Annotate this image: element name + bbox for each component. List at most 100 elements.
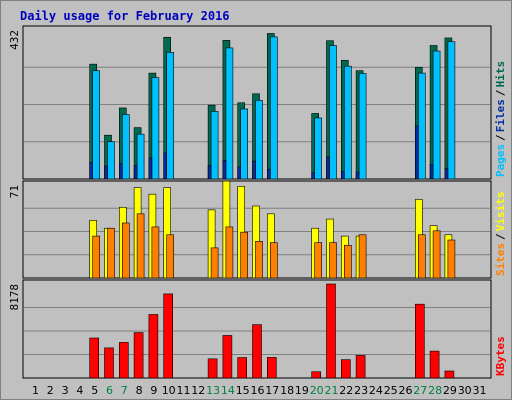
bar-sites	[136, 213, 145, 279]
day-label: 5	[91, 384, 98, 397]
bar-kbytes	[326, 283, 336, 379]
day-label: 10	[162, 384, 176, 397]
bar-pages	[252, 160, 256, 180]
day-label: 19	[295, 384, 309, 397]
series-side-label: Sites	[494, 243, 507, 276]
day-label: 11	[177, 384, 191, 397]
bar-sites	[92, 235, 100, 279]
axis-max-label: 8178	[8, 284, 21, 311]
day-label: 25	[384, 384, 398, 397]
bar-files	[240, 108, 248, 180]
bar-pages	[414, 125, 419, 180]
bar-sites	[314, 242, 323, 279]
bar-files	[432, 50, 441, 180]
series-side-label: KBytes	[494, 336, 507, 376]
day-label: 15	[236, 384, 250, 397]
bar-sites	[269, 242, 278, 279]
bar-pages	[104, 165, 108, 180]
bar-kbytes	[429, 350, 440, 379]
day-label: 30	[458, 384, 472, 397]
bar-pages	[133, 165, 138, 180]
day-label: 28	[428, 384, 442, 397]
day-label: 29	[443, 384, 457, 397]
bar-pages	[222, 160, 227, 180]
bar-kbytes	[207, 358, 218, 379]
bar-pages	[355, 171, 360, 180]
day-label: 31	[473, 384, 487, 397]
day-label: 8	[136, 384, 143, 397]
bar-files	[92, 70, 100, 180]
bar-files	[166, 52, 174, 180]
bar-sites	[447, 239, 456, 279]
bar-sites	[240, 231, 248, 279]
bar-pages	[148, 157, 153, 180]
bar-sites	[255, 241, 263, 279]
day-label: 12	[191, 384, 205, 397]
bar-files	[255, 100, 263, 180]
day-label: 1	[32, 384, 39, 397]
series-side-label: /	[494, 134, 507, 141]
bar-pages	[207, 165, 212, 180]
bar-files	[151, 77, 160, 180]
day-label: 2	[47, 384, 54, 397]
bar-kbytes	[133, 332, 144, 379]
day-label: 18	[280, 384, 294, 397]
bar-kbytes	[148, 314, 159, 379]
bar-kbytes	[119, 342, 129, 379]
bar-kbytes	[104, 347, 114, 379]
series-side-label: Visits	[494, 191, 507, 231]
bar-pages	[311, 172, 316, 180]
bar-files	[343, 65, 352, 180]
day-label: 6	[106, 384, 113, 397]
bar-sites	[166, 234, 174, 279]
bar-pages	[237, 166, 241, 180]
day-label: 14	[221, 384, 235, 397]
bar-files	[314, 117, 323, 180]
bar-kbytes	[222, 335, 233, 379]
bar-sites	[151, 226, 160, 279]
day-label: 26	[399, 384, 413, 397]
day-label: 7	[121, 384, 128, 397]
bar-pages	[444, 168, 449, 180]
bar-pages	[266, 169, 271, 180]
day-label: 4	[76, 384, 83, 397]
series-side-label: Hits	[494, 61, 507, 88]
bar-files	[107, 141, 115, 180]
series-side-label: Pages	[494, 144, 507, 177]
bar-sites	[107, 227, 115, 279]
day-label: 21	[325, 384, 339, 397]
bar-kbytes	[163, 293, 173, 379]
day-label: 13	[206, 384, 220, 397]
bar-kbytes	[252, 324, 262, 379]
bar-files	[329, 45, 337, 180]
bar-pages	[119, 162, 123, 180]
chart-title: Daily usage for February 2016	[20, 9, 230, 23]
bar-kbytes	[355, 355, 366, 379]
day-label: 17	[265, 384, 279, 397]
bar-kbytes	[237, 357, 247, 379]
axis-max-label: 432	[8, 30, 21, 50]
bar-sites	[343, 244, 352, 279]
bar-files	[122, 114, 130, 180]
bar-kbytes	[266, 357, 277, 379]
bar-files	[136, 133, 145, 180]
bar-pages	[89, 162, 93, 180]
series-side-label: /	[494, 233, 507, 240]
day-label: 24	[369, 384, 383, 397]
bar-files	[210, 111, 219, 180]
day-label: 27	[413, 384, 427, 397]
day-label: 23	[354, 384, 368, 397]
bar-kbytes	[444, 370, 455, 379]
bar-kbytes	[89, 337, 99, 379]
day-label: 22	[339, 384, 353, 397]
bar-sites	[432, 230, 441, 279]
bar-kbytes	[311, 371, 322, 379]
bar-sites	[225, 226, 234, 279]
day-label: 16	[251, 384, 265, 397]
bar-kbytes	[340, 359, 351, 379]
bar-pages	[163, 152, 167, 180]
bar-files	[225, 47, 234, 180]
bar-sites	[417, 234, 426, 279]
